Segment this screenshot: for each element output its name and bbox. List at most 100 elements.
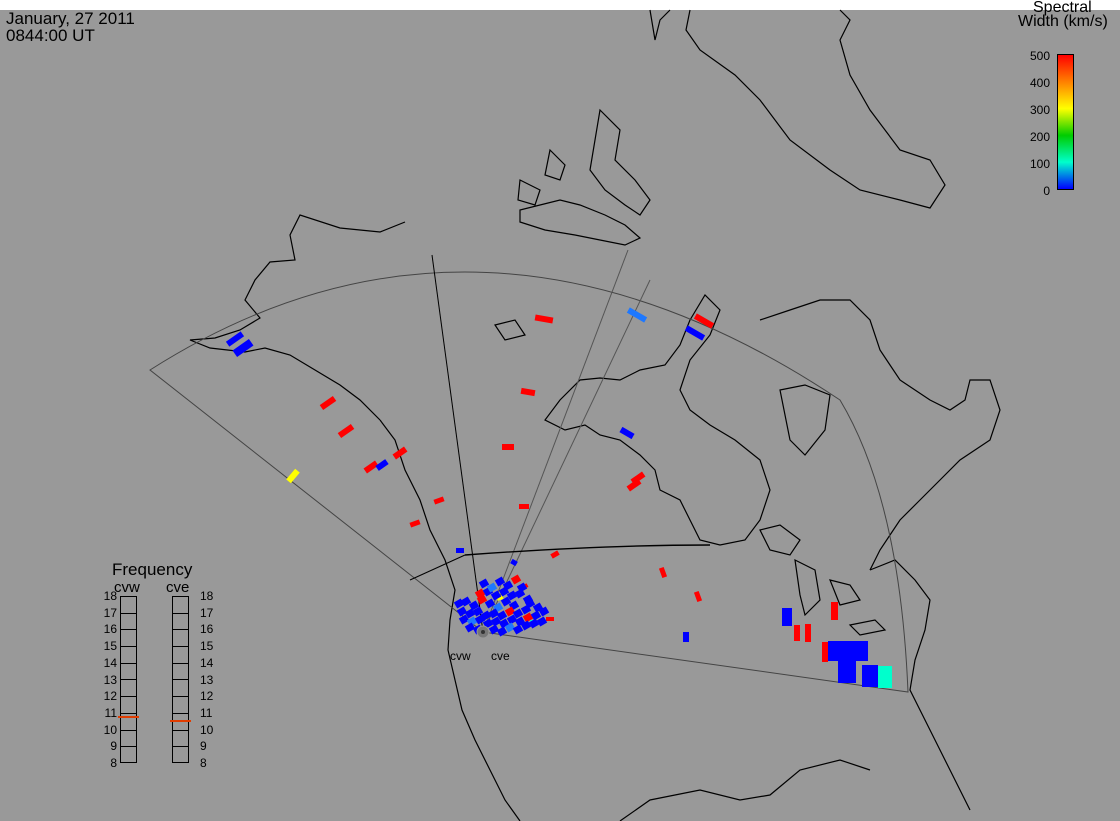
freq-radar-cvw: cvw <box>114 579 140 596</box>
frequency-cell <box>121 630 136 648</box>
scatter-cell <box>496 626 508 637</box>
scatter-cell <box>683 632 689 642</box>
scatter-cells <box>225 307 892 688</box>
freq-scale-label-left: 13 <box>103 672 117 687</box>
scatter-cell <box>478 578 490 589</box>
scatter-cell <box>225 331 245 347</box>
frequency-cell <box>173 680 188 698</box>
scatter-cell <box>512 608 524 619</box>
frequency-cell <box>173 731 188 748</box>
scatter-cell <box>512 624 524 635</box>
scatter-cell <box>488 624 500 635</box>
colorbar-tick-label: 300 <box>1029 103 1050 117</box>
frequency-cell <box>173 597 188 614</box>
scatter-cell <box>464 622 476 633</box>
scatter-cell <box>488 608 500 619</box>
scatter-cell <box>530 610 542 621</box>
date-label: January, 27 2011 <box>6 9 135 28</box>
frequency-cell <box>173 664 188 681</box>
frequency-cell <box>173 630 188 648</box>
scatter-cell <box>474 614 486 625</box>
colorbar-gradient <box>1057 54 1074 190</box>
freq-scale-label-right: 11 <box>200 705 213 720</box>
scatter-cell <box>838 661 856 683</box>
scatter-cell <box>433 496 445 505</box>
frequency-marker-cve <box>170 719 191 722</box>
scatter-cell <box>782 608 792 626</box>
scatter-cell <box>363 460 379 474</box>
freq-scale-label-right: 10 <box>200 722 214 737</box>
frequency-cell <box>173 647 188 664</box>
freq-radar-cve: cve <box>166 579 190 596</box>
freq-scale-label-right: 15 <box>200 639 214 654</box>
frequency-cell <box>121 697 136 714</box>
scatter-cell <box>538 606 550 617</box>
frequency-cell <box>121 597 136 614</box>
scatter-cell <box>458 614 470 625</box>
freq-scale-label-left: 9 <box>110 739 117 754</box>
colorbar-tick-label: 200 <box>1029 130 1050 144</box>
scatter-cell <box>519 504 529 509</box>
freq-scale-label-right: 16 <box>200 622 214 637</box>
scatter-cell <box>474 588 486 599</box>
frequency-cell <box>173 714 188 731</box>
scatter-cell <box>502 444 514 450</box>
scatter-cell <box>520 387 536 397</box>
colorbar-title-line1: Spectral <box>1033 0 1092 16</box>
scatter-cell <box>472 606 484 617</box>
scatter-cell <box>375 459 389 471</box>
scatter-cell <box>319 395 337 411</box>
scatter-cell <box>828 641 868 661</box>
freq-scale-label-left: 14 <box>103 655 117 670</box>
scatter-cell <box>822 642 828 662</box>
scatter-cell <box>496 610 508 621</box>
scatter-cell <box>504 606 516 617</box>
colorbar-tick-label: 0 <box>1043 184 1050 198</box>
freq-scale-label-left: 8 <box>110 756 117 770</box>
frequency-column-cvw <box>120 596 137 763</box>
scatter-cell <box>693 313 715 329</box>
freq-scale-label-right: 9 <box>200 739 207 754</box>
scatter-cell <box>232 338 254 358</box>
frequency-cell <box>121 714 136 731</box>
frequency-cell <box>121 614 136 631</box>
frequency-cell <box>121 731 136 748</box>
scatter-cell <box>502 580 514 591</box>
scatter-cell <box>464 608 476 619</box>
scatter-cell <box>524 598 536 609</box>
freq-scale-label-left: 11 <box>104 705 117 720</box>
colorbar-title-line2: Width (km/s) <box>1018 13 1108 30</box>
scatter-cell <box>536 616 548 627</box>
scatter-cell <box>878 666 892 688</box>
freq-scale-label-right: 8 <box>200 756 207 770</box>
scatter-cell <box>630 471 646 485</box>
frequency-cell <box>121 664 136 681</box>
scatter-cell <box>516 582 528 593</box>
frequency-marker-cvw <box>118 716 139 719</box>
top-strip <box>0 0 1120 10</box>
frequency-title: Frequency <box>112 560 193 579</box>
scatter-cell <box>862 665 878 687</box>
scatter-cell <box>409 519 421 528</box>
scatter-cell <box>490 616 502 627</box>
scatter-cell <box>658 566 668 579</box>
scatter-cell <box>805 624 811 642</box>
radar-label-cve: cve <box>491 649 510 663</box>
radar-site-center <box>481 630 485 634</box>
fov-outline <box>149 249 909 693</box>
frequency-cell <box>121 647 136 664</box>
scatter-cell <box>693 590 703 603</box>
scatter-cell <box>504 622 516 633</box>
scatter-cell <box>456 548 464 553</box>
freq-scale-label-left: 10 <box>103 722 117 737</box>
scatter-cell <box>506 590 518 601</box>
scatter-cell <box>534 314 554 324</box>
scatter-cell <box>500 596 512 607</box>
freq-scale-label-right: 14 <box>200 655 214 670</box>
freq-scale-label-left: 16 <box>103 622 117 637</box>
colorbar-tick-label: 500 <box>1029 49 1050 63</box>
freq-scale-label-left: 15 <box>103 639 117 654</box>
scatter-cell <box>522 612 534 623</box>
